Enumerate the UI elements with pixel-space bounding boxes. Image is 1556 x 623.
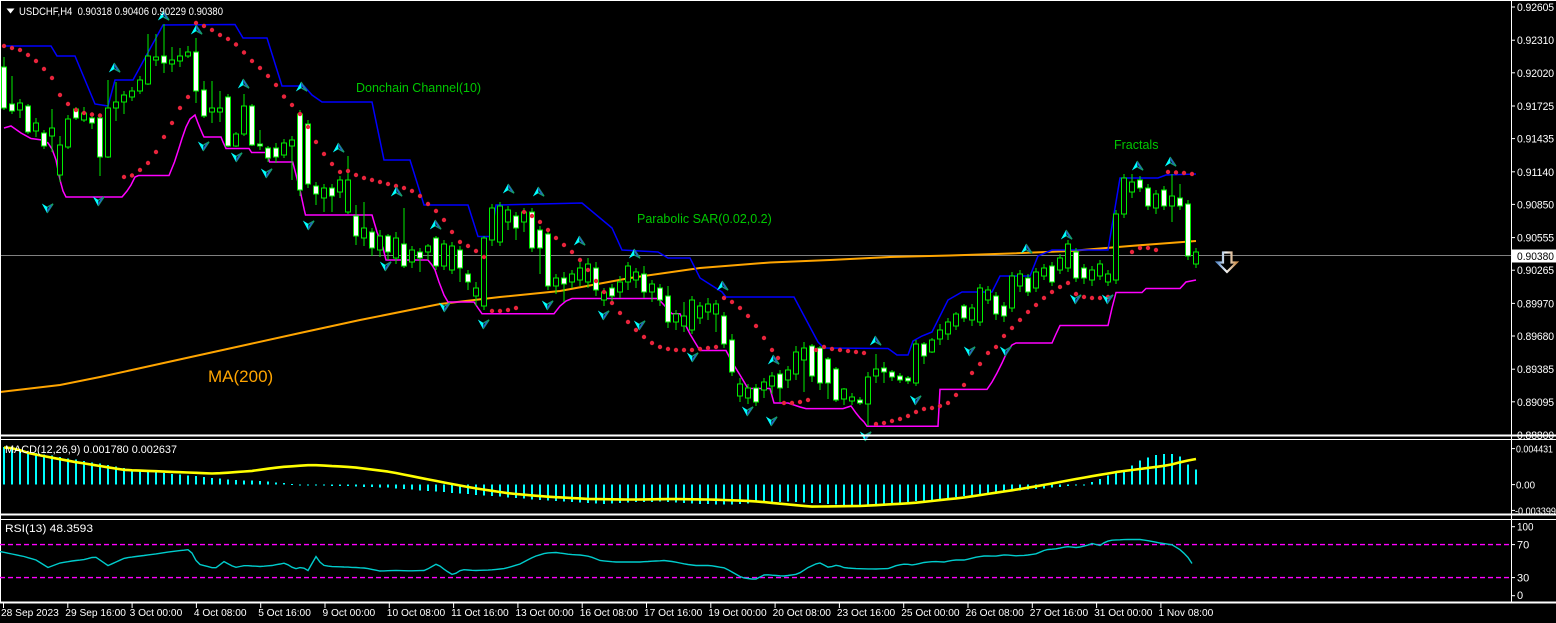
svg-text:3 Oct 00:00: 3 Oct 00:00 xyxy=(130,608,183,619)
svg-text:20 Oct 08:00: 20 Oct 08:00 xyxy=(773,608,832,619)
svg-text:0.90850: 0.90850 xyxy=(1517,199,1554,211)
svg-text:0.91435: 0.91435 xyxy=(1517,134,1554,146)
svg-text:30: 30 xyxy=(1517,573,1529,585)
svg-text:0: 0 xyxy=(1517,590,1523,602)
svg-text:100: 100 xyxy=(1517,522,1534,534)
svg-text:31 Oct 00:00: 31 Oct 00:00 xyxy=(1094,608,1153,619)
svg-text:9 Oct 00:00: 9 Oct 00:00 xyxy=(323,608,376,619)
svg-text:16 Oct 08:00: 16 Oct 08:00 xyxy=(580,608,639,619)
svg-text:0.89095: 0.89095 xyxy=(1517,397,1554,409)
svg-text:0.90380: 0.90380 xyxy=(1517,251,1554,263)
svg-text:17 Oct 16:00: 17 Oct 16:00 xyxy=(644,608,703,619)
svg-text:23 Oct 16:00: 23 Oct 16:00 xyxy=(837,608,896,619)
svg-text:Parabolic SAR(0.02,0.2): Parabolic SAR(0.02,0.2) xyxy=(637,212,772,226)
svg-text:0.91725: 0.91725 xyxy=(1517,101,1554,113)
svg-text:28 Sep 2023: 28 Sep 2023 xyxy=(1,608,59,619)
svg-text:0.89970: 0.89970 xyxy=(1517,298,1554,310)
svg-text:MA(200): MA(200) xyxy=(208,367,273,386)
svg-text:70: 70 xyxy=(1517,540,1529,552)
svg-text:5 Oct 16:00: 5 Oct 16:00 xyxy=(258,608,311,619)
svg-text:MACD(12,26,9) 0.001780 0.00263: MACD(12,26,9) 0.001780 0.002637 xyxy=(5,444,177,456)
svg-text:0.004431: 0.004431 xyxy=(1516,445,1553,456)
svg-text:-0.003399: -0.003399 xyxy=(1515,506,1556,517)
svg-text:13 Oct 00:00: 13 Oct 00:00 xyxy=(515,608,574,619)
svg-text:0.89385: 0.89385 xyxy=(1517,364,1554,376)
svg-text:27 Oct 16:00: 27 Oct 16:00 xyxy=(1030,608,1089,619)
svg-text:Donchain Channel(10): Donchain Channel(10) xyxy=(356,81,481,95)
svg-text:10 Oct 08:00: 10 Oct 08:00 xyxy=(387,608,446,619)
svg-text:0.92310: 0.92310 xyxy=(1517,35,1554,47)
svg-text:11 Oct 16:00: 11 Oct 16:00 xyxy=(451,608,509,619)
svg-text:USDCHF,H4 0.90318 0.90406 0.9: USDCHF,H4 0.90318 0.90406 0.90229 0.9038… xyxy=(19,6,223,18)
svg-text:1 Nov 08:00: 1 Nov 08:00 xyxy=(1158,608,1213,619)
svg-text:Fractals: Fractals xyxy=(1114,138,1158,152)
svg-text:0.92605: 0.92605 xyxy=(1517,2,1554,14)
svg-text:0.92020: 0.92020 xyxy=(1517,68,1554,80)
svg-text:0.00: 0.00 xyxy=(1516,481,1535,492)
svg-text:4 Oct 08:00: 4 Oct 08:00 xyxy=(194,608,247,619)
svg-text:0.90265: 0.90265 xyxy=(1517,265,1554,277)
svg-text:25 Oct 00:00: 25 Oct 00:00 xyxy=(901,608,960,619)
svg-text:19 Oct 00:00: 19 Oct 00:00 xyxy=(708,608,767,619)
svg-text:0.88800: 0.88800 xyxy=(1517,430,1554,442)
svg-text:0.89680: 0.89680 xyxy=(1517,331,1554,343)
svg-text:0.91140: 0.91140 xyxy=(1517,167,1554,179)
svg-text:29 Sep 16:00: 29 Sep 16:00 xyxy=(65,608,126,619)
svg-text:RSI(13) 48.3593: RSI(13) 48.3593 xyxy=(5,523,93,535)
svg-text:0.90555: 0.90555 xyxy=(1517,233,1554,245)
svg-text:26 Oct 08:00: 26 Oct 08:00 xyxy=(966,608,1025,619)
